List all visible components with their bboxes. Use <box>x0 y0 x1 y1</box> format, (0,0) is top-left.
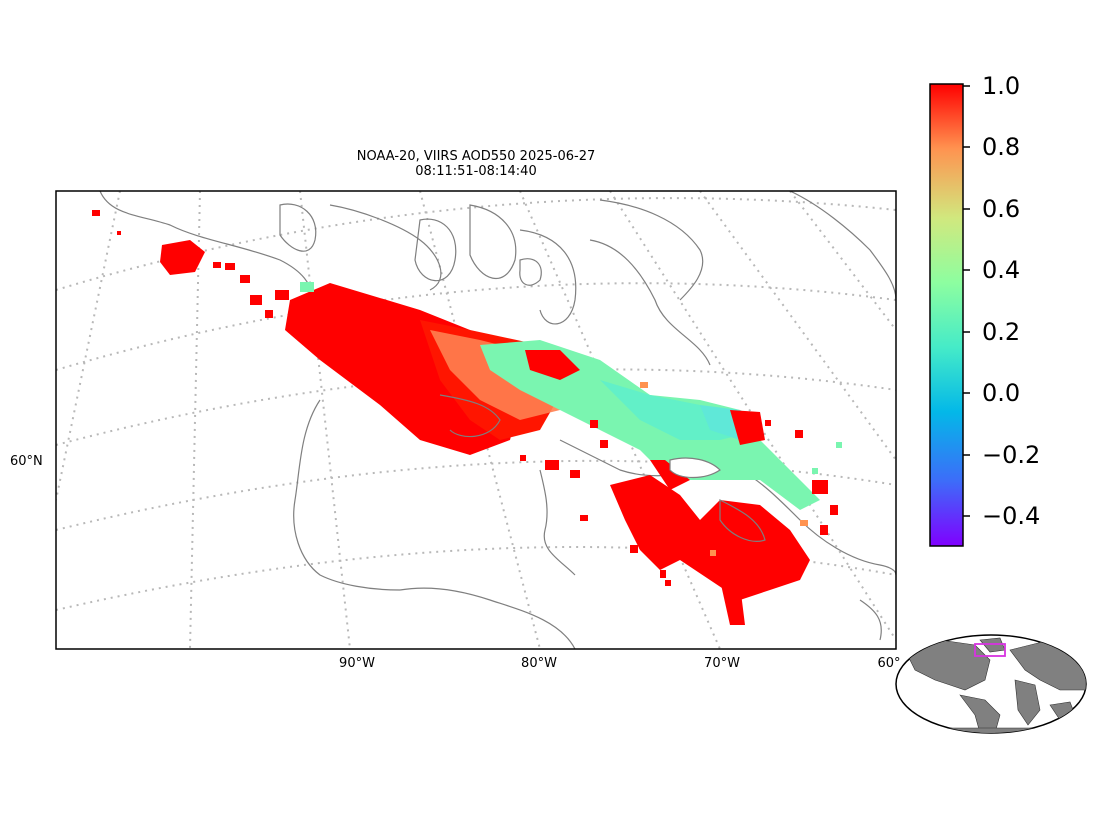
colorbar-tick-label: −0.2 <box>982 441 1041 469</box>
map-frame <box>55 190 897 650</box>
lake-outlines <box>439 258 766 542</box>
world-inset <box>895 634 1087 734</box>
meridian-label: 70°W <box>704 656 740 671</box>
meridian-label: 90°W <box>339 656 375 671</box>
colorbar-tick-label: 0.8 <box>982 133 1021 161</box>
colorbar-tick-label: 0.0 <box>982 379 1021 407</box>
colorbar <box>929 83 970 547</box>
meridian-label: 60° <box>877 656 901 671</box>
colorbar-tick-label: 0.6 <box>982 195 1021 223</box>
meridian-label: 80°W <box>521 656 557 671</box>
colorbar-tick-label: −0.4 <box>982 502 1041 530</box>
colorbar-tick-label: 0.2 <box>982 318 1021 346</box>
map-title-line1: NOAA-20, VIIRS AOD550 2025-06-27 <box>356 149 596 164</box>
map-title-line2: 08:11:51-08:14:40 <box>415 164 537 179</box>
parallel-label: 60°N <box>10 454 43 469</box>
aod-plume <box>92 210 842 625</box>
map-panel <box>56 191 896 649</box>
colorbar-tick-label: 1.0 <box>982 72 1021 100</box>
colorbar-tick-label: 0.4 <box>982 256 1021 284</box>
graticule-parallels <box>56 197 896 611</box>
